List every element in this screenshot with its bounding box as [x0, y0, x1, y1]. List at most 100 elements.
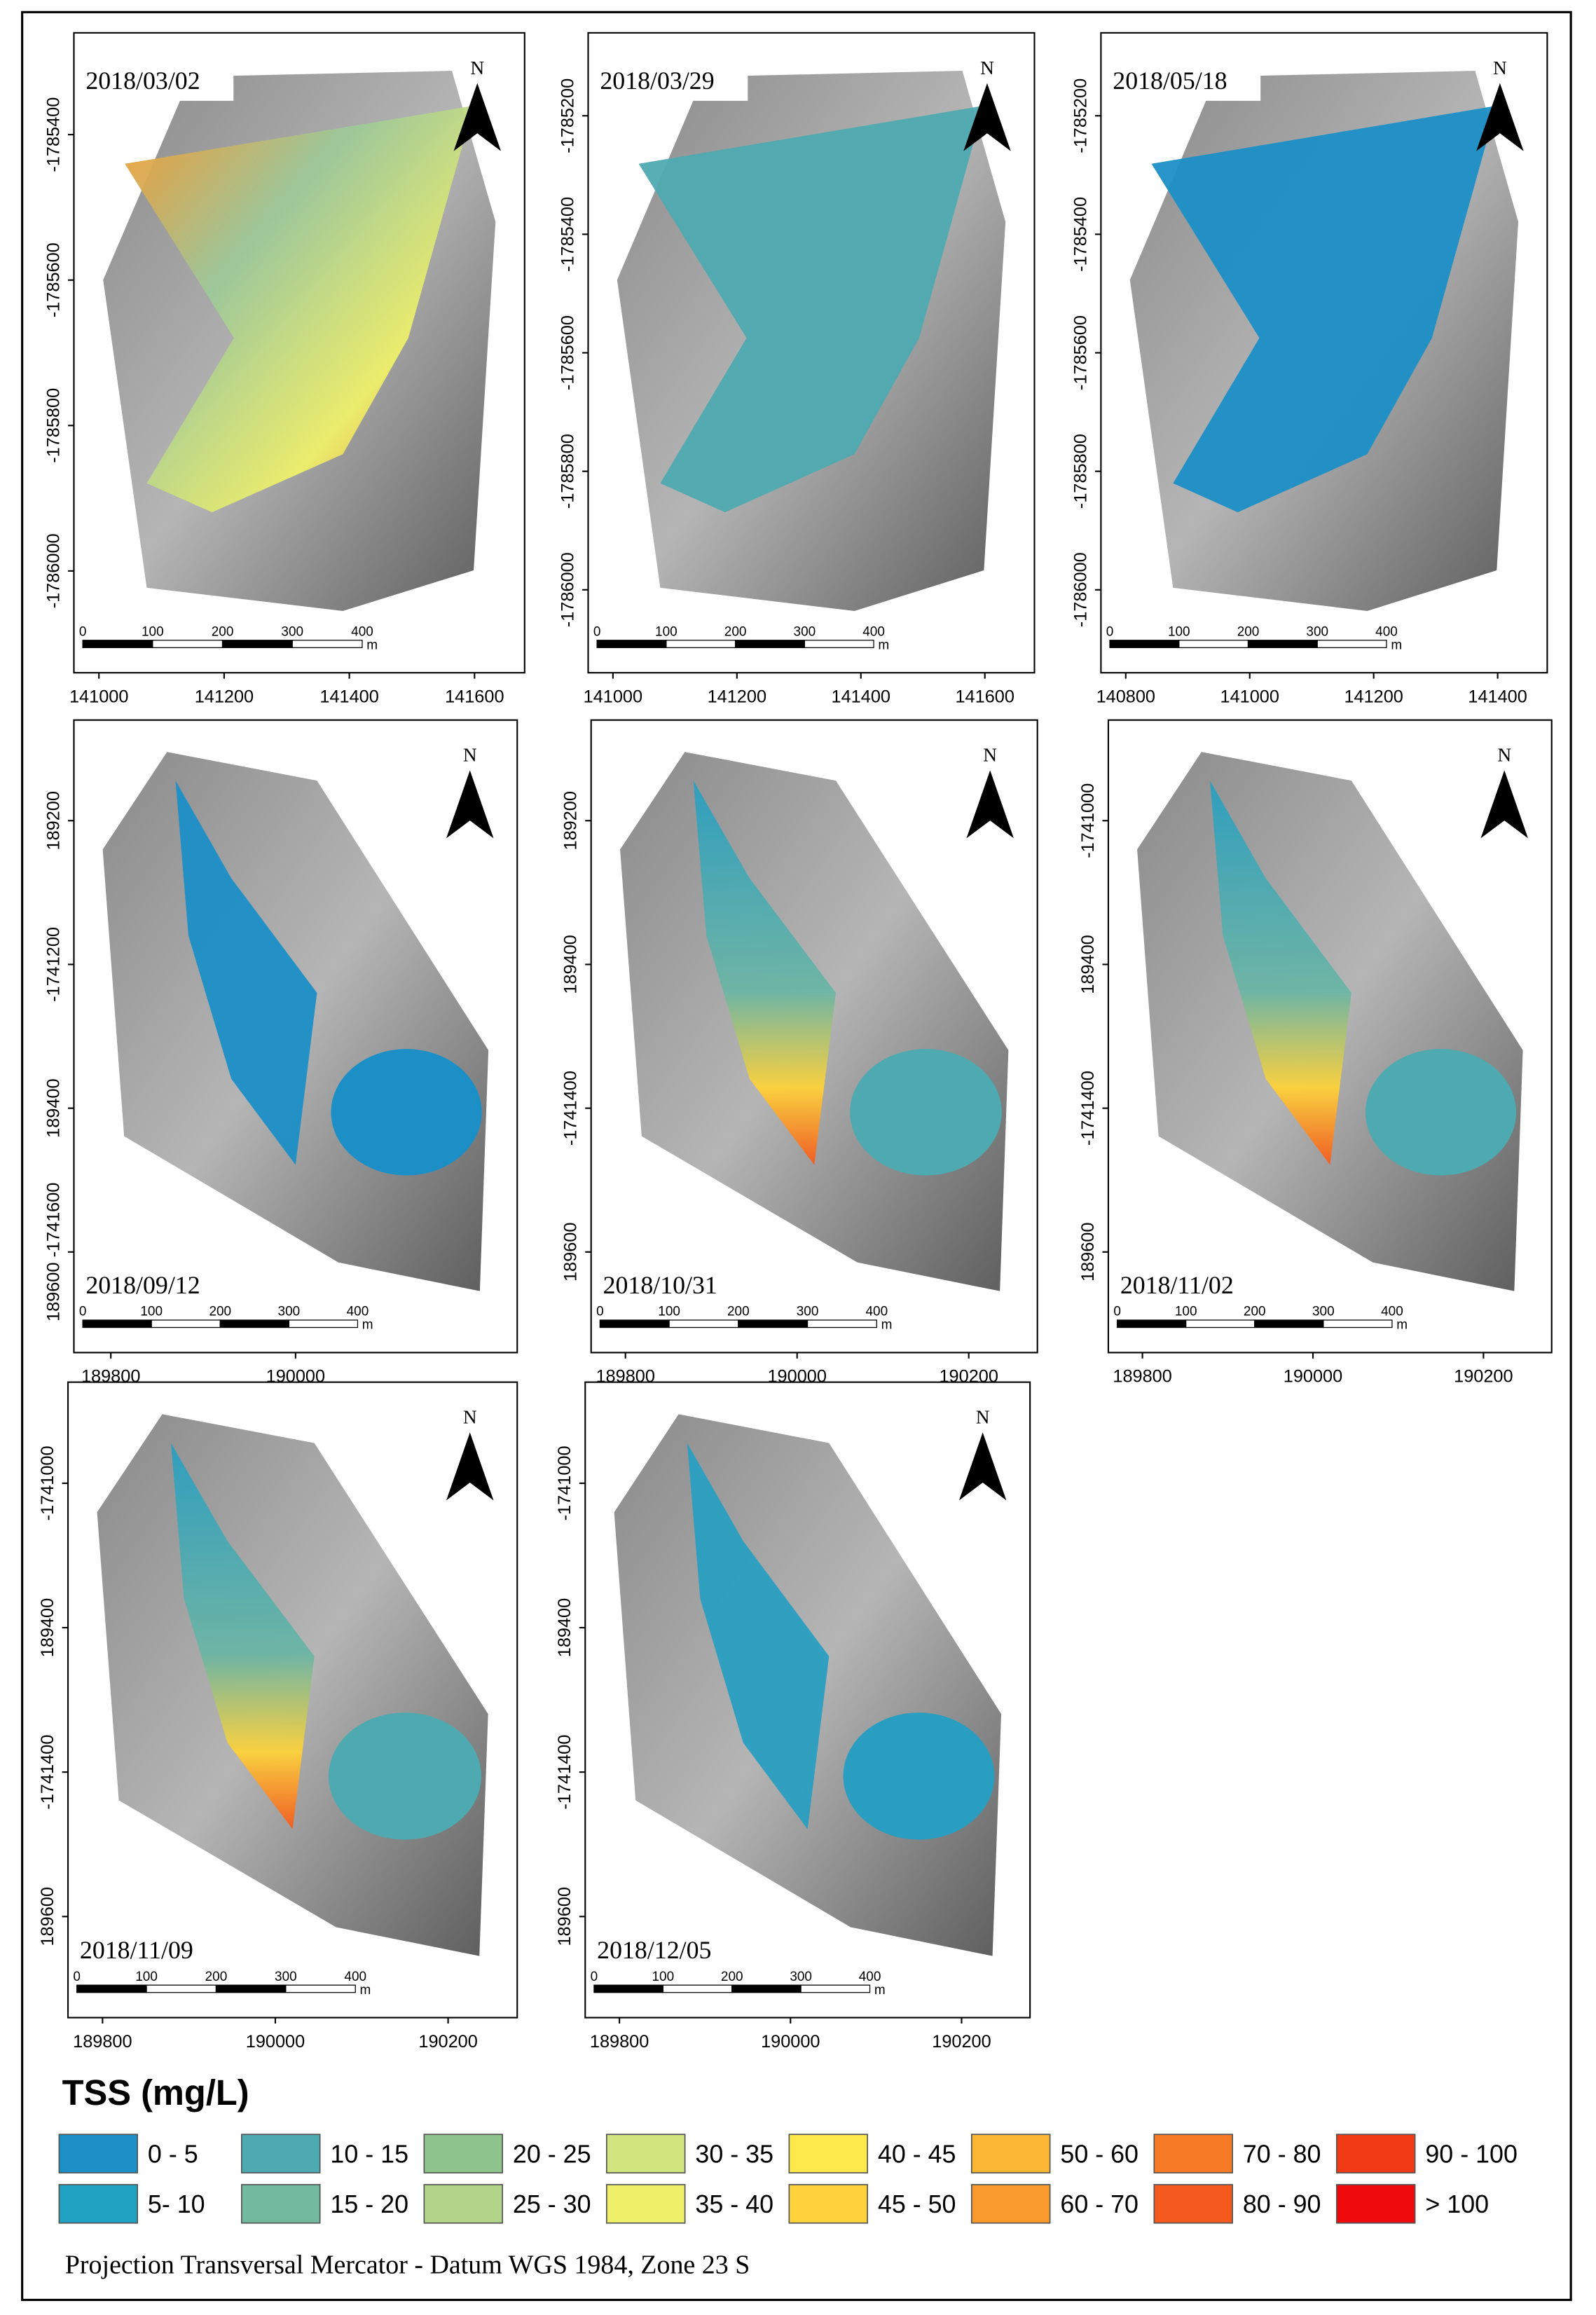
scale-unit: m: [360, 1983, 371, 1998]
panel-date: 2018/10/31: [603, 1271, 717, 1299]
legend-label: 35 - 40: [695, 2190, 773, 2218]
legend-label: 20 - 25: [513, 2140, 591, 2168]
left-tick-label: -1785400: [1071, 197, 1090, 272]
north-arrow: [446, 1432, 494, 1501]
scale-segment: [285, 1984, 356, 1993]
scale-unit: m: [878, 638, 889, 652]
left-tick-label: -1785200: [558, 78, 577, 153]
left-tick-label: -1786000: [558, 552, 577, 627]
legend-swatch: [1153, 2184, 1233, 2224]
bottom-tick-label: 189800: [73, 2032, 132, 2052]
legend-swatch: [788, 2134, 868, 2173]
left-tick-label: -1785800: [558, 434, 577, 509]
water-body: [638, 105, 984, 513]
scale-label: 100: [658, 1305, 680, 1319]
date-box: [74, 1932, 228, 1971]
north-arrow: [453, 83, 502, 151]
scale-label: 300: [281, 624, 303, 639]
left-tick-label: -1741000: [1078, 783, 1098, 858]
north-label: N: [983, 745, 997, 766]
footer: Projection Transversal Mercator - Datum …: [65, 2250, 750, 2279]
date-box: [1114, 1267, 1268, 1305]
scale-label: 400: [1375, 624, 1398, 639]
legend-label: 45 - 50: [878, 2190, 956, 2218]
water-body: [171, 1443, 315, 1829]
bottom-tick-label: 141200: [708, 687, 766, 706]
left-tick-label: -1741000: [38, 1445, 57, 1520]
scale-label: 100: [652, 1970, 675, 1984]
left-tick-label: -1785200: [1071, 78, 1090, 153]
water-body: [693, 781, 836, 1165]
scale-segment: [800, 1984, 871, 1993]
scale-label: 300: [1312, 1305, 1335, 1319]
bottom-tick-label: 141000: [584, 687, 642, 706]
left-tick-label: 189400: [43, 1078, 63, 1137]
water-body: [850, 1049, 1002, 1176]
bottom-tick-label: 189800: [1113, 1367, 1171, 1387]
scale-label: 200: [724, 624, 747, 639]
scale-label: 100: [655, 624, 677, 639]
scale-unit: m: [874, 1983, 886, 1998]
left-tick-label: -1785600: [558, 315, 577, 390]
scale-label: 200: [1244, 1305, 1266, 1319]
left-tick-label: 189600: [555, 1887, 575, 1946]
bottom-tick-label: 190000: [761, 2032, 820, 2052]
scale-label: 200: [212, 624, 234, 639]
scale-segment: [152, 640, 223, 648]
left-tick-label: -1785800: [43, 388, 63, 463]
left-tick-label: 189200: [561, 791, 581, 850]
north-label: N: [980, 57, 994, 78]
scale-segment: [666, 640, 736, 648]
scale-segment: [215, 1984, 287, 1993]
scale-segment: [1316, 640, 1387, 648]
bottom-tick-label: 141600: [955, 687, 1014, 706]
legend-label: 0 - 5: [148, 2140, 198, 2168]
bottom-tick-label: 141000: [1220, 687, 1279, 706]
scale-label: 400: [347, 1305, 369, 1319]
legend-title: TSS (mg/L): [62, 2073, 249, 2113]
bottom-tick-label: 189800: [590, 2032, 649, 2052]
left-tick-label: -1741400: [561, 1071, 581, 1146]
scale-segment: [151, 1319, 221, 1328]
left-tick-label: -1785600: [1071, 315, 1090, 390]
water-body: [328, 1712, 481, 1840]
scale-segment: [146, 1984, 217, 1993]
legend-label: > 100: [1425, 2190, 1489, 2218]
left-tick-label: 189200: [43, 791, 63, 850]
scale-segment: [1178, 640, 1249, 648]
scale-label: 400: [1381, 1305, 1403, 1319]
scale-label: 300: [797, 1305, 819, 1319]
scale-segment: [82, 640, 153, 648]
bottom-tick-label: 190200: [932, 2032, 991, 2052]
scale-label: 0: [1113, 1305, 1121, 1319]
north-arrow: [1476, 83, 1524, 151]
scale-segment: [1323, 1319, 1393, 1328]
scale-label: 100: [135, 1970, 158, 1984]
left-tick-label: -1786000: [1071, 552, 1090, 627]
north-arrow: [1480, 770, 1528, 839]
left-tick-label: -1741400: [1078, 1071, 1098, 1146]
panel-date: 2018/03/02: [85, 67, 200, 95]
scale-unit: m: [366, 638, 378, 652]
left-tick-label: -1785400: [558, 197, 577, 272]
scale-label: 300: [1306, 624, 1328, 639]
bottom-tick-label: 140800: [1096, 687, 1155, 706]
legend-label: 80 - 90: [1243, 2190, 1321, 2218]
scale-segment: [804, 640, 874, 648]
scale-segment: [288, 1319, 359, 1328]
scale-segment: [219, 1319, 289, 1328]
legend-swatch: [241, 2134, 321, 2173]
scale-label: 400: [862, 624, 885, 639]
scale-label: 200: [721, 1970, 743, 1984]
scale-label: 300: [794, 624, 816, 639]
date-box: [79, 1267, 234, 1305]
water-body: [125, 105, 474, 513]
legend-label: 5- 10: [148, 2190, 205, 2218]
legend-swatch: [970, 2134, 1051, 2173]
scale-label: 400: [344, 1970, 366, 1984]
north-label: N: [463, 745, 477, 766]
